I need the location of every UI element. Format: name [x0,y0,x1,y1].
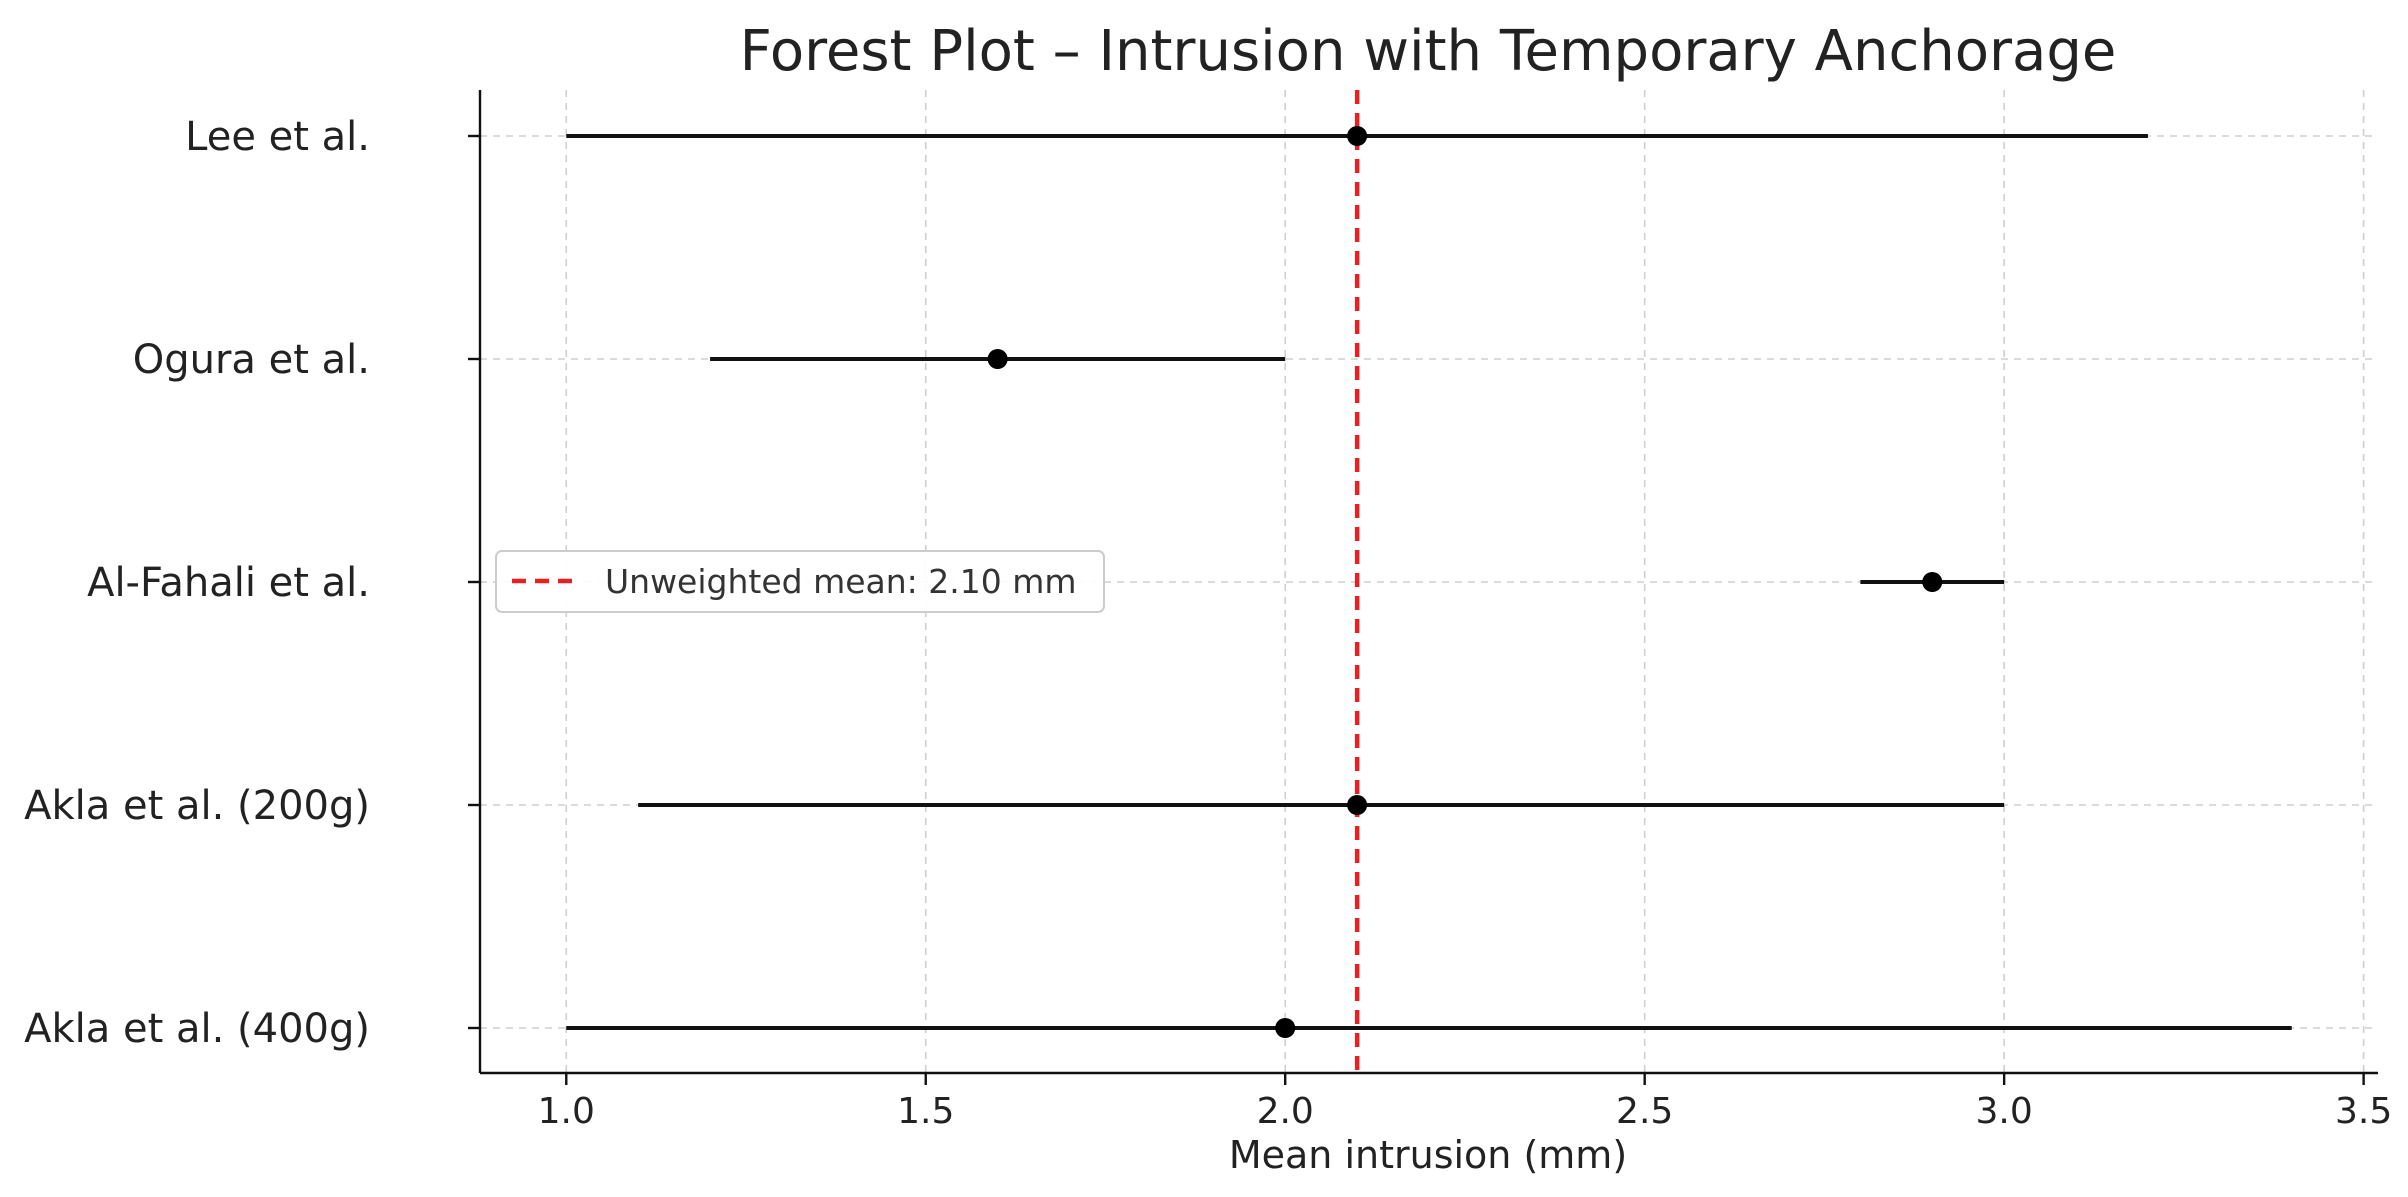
study-label: Akla et al. (400g) [24,1006,370,1052]
x-axis-label: Mean intrusion (mm) [1229,1133,1627,1177]
legend: Unweighted mean: 2.10 mm [495,550,1105,613]
point-estimate-marker [1275,1018,1296,1038]
legend-box [495,550,1105,613]
chart-title: Forest Plot – Intrusion with Temporary A… [740,19,2117,84]
x-tick-label: 2.5 [1616,1091,1673,1132]
x-tick-label: 3.0 [1976,1091,2033,1132]
study-label: Ogura et al. [133,337,370,383]
study-label: Al-Fahali et al. [87,560,370,606]
x-tick-label: 2.0 [1257,1091,1314,1132]
study-label: Lee et al. [185,114,370,160]
point-estimate-marker [1922,572,1943,592]
study-label: Akla et al. (200g) [24,783,370,829]
x-tick-label: 1.0 [538,1091,595,1132]
point-estimate-marker [1347,795,1368,815]
x-axis-ticks: 1.0 1.5 2.0 2.5 3.0 3.5 [538,1073,2392,1132]
point-estimates [987,126,1943,1038]
point-estimate-marker [1347,126,1368,146]
y-axis-ticks: Lee et al. Ogura et al. Al-Fahali et al. Ak… [24,114,480,1052]
legend-mean-label: Unweighted mean: 2.10 mm [605,562,1077,601]
x-tick-label: 1.5 [897,1091,954,1132]
point-estimate-marker [987,349,1008,369]
x-tick-label: 3.5 [2335,1091,2392,1132]
